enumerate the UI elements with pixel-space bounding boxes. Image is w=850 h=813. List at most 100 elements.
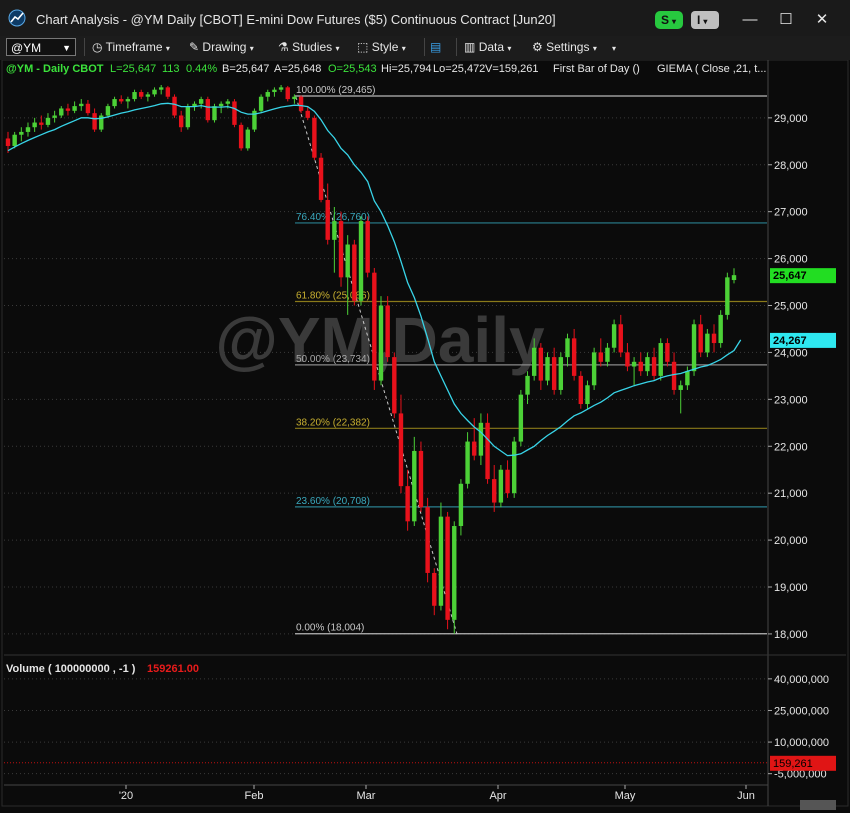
candlestick	[505, 460, 510, 498]
chart-layout-icon[interactable]: ▤	[430, 40, 442, 54]
close-button[interactable]: ✕	[815, 11, 829, 28]
candle-body	[645, 357, 650, 372]
candlestick	[392, 352, 397, 419]
candle-body	[472, 441, 477, 456]
overflow-chevron-icon[interactable]: ▾	[612, 44, 617, 53]
minimize-button[interactable]: —	[742, 11, 758, 28]
chart-area[interactable]: @YM,Daily 100.00% (29,465)76.40% (26,760…	[0, 60, 850, 813]
y-tick-label: 22,000	[774, 441, 808, 453]
x-tick-label: Jun	[737, 790, 755, 802]
candlestick	[318, 153, 324, 203]
candlestick	[665, 338, 670, 367]
candle-body	[571, 338, 577, 376]
timeframe-menu[interactable]: ◷ Timeframe ▾	[92, 40, 170, 54]
candle-body	[132, 92, 137, 100]
candlestick	[298, 95, 304, 114]
candlestick	[418, 441, 424, 512]
last-price-tag	[770, 268, 836, 284]
candlestick	[92, 108, 97, 132]
y-tick-label: 28,000	[774, 160, 808, 172]
candle-body	[119, 99, 124, 102]
candle-body	[618, 324, 623, 353]
candlestick	[178, 110, 184, 132]
candle-body	[598, 352, 603, 362]
toolbar	[0, 36, 850, 60]
drawing-menu[interactable]: ✎ Drawing ▾	[189, 40, 254, 54]
candle-body	[591, 352, 597, 386]
candlestick	[72, 101, 77, 114]
candlestick	[545, 352, 550, 386]
candlestick	[25, 122, 31, 137]
volume-value: 159261.00	[147, 663, 199, 675]
candlestick	[292, 94, 297, 104]
fib-level-label: 61.80% (25,086)	[296, 290, 370, 301]
candlestick	[718, 310, 723, 348]
candle-body	[332, 221, 337, 240]
candle-body	[238, 124, 244, 149]
candlestick	[438, 502, 444, 611]
y-tick-label: 18,000	[774, 629, 808, 641]
candle-body	[65, 108, 71, 111]
candle-body	[272, 89, 277, 93]
candle-body	[292, 96, 297, 100]
settings-menu[interactable]: ⚙ Settings ▾	[532, 40, 597, 54]
candlestick	[32, 117, 37, 132]
candlestick	[45, 113, 51, 128]
status-change: 113	[162, 63, 180, 75]
candle-body	[731, 275, 737, 281]
candle-body	[665, 343, 670, 362]
candlestick	[452, 521, 457, 634]
candlestick	[19, 127, 24, 142]
candle-body	[158, 87, 164, 90]
bar-chart-icon: ▥	[464, 40, 476, 54]
data-menu[interactable]: ▥ Data ▾	[464, 40, 512, 54]
x-tick-label: '20	[119, 790, 133, 802]
candle-body	[551, 357, 557, 390]
y-tick-label: 20,000	[774, 535, 808, 547]
candlestick	[245, 127, 250, 151]
candlestick	[571, 328, 577, 381]
candle-body	[412, 450, 417, 522]
candlestick	[152, 87, 157, 97]
gear-icon: ⚙	[532, 40, 543, 54]
candle-body	[658, 343, 663, 376]
candle-body	[531, 347, 537, 376]
app-icon	[8, 9, 26, 27]
candle-body	[85, 103, 91, 114]
candlestick	[578, 371, 584, 409]
candle-body	[198, 99, 204, 104]
symbol-selector[interactable]: @YM ▼	[6, 38, 76, 56]
candlestick	[145, 92, 151, 102]
candle-body	[718, 314, 723, 344]
candlestick	[185, 103, 191, 130]
volume-label: Volume ( 100000000 , -1 )	[6, 663, 136, 675]
volume-tick-label: 25,000,000	[774, 705, 829, 717]
candle-body	[705, 333, 710, 353]
candlestick	[658, 338, 663, 381]
window-title: Chart Analysis - @YM Daily [CBOT] E-mini…	[36, 12, 556, 27]
candle-body	[525, 375, 530, 395]
candle-body	[318, 157, 324, 200]
candle-body	[305, 110, 310, 118]
fib-level-label: 0.00% (18,004)	[296, 623, 364, 634]
maximize-button[interactable]: ☐	[779, 11, 793, 28]
fib-level-label: 76.40% (26,760)	[296, 212, 370, 223]
s-button[interactable]: S ▾	[655, 11, 683, 29]
studies-menu[interactable]: ⚗ Studies ▾	[278, 40, 340, 54]
candle-body	[152, 89, 157, 95]
candlestick	[671, 352, 677, 395]
y-tick-label: 19,000	[774, 582, 808, 594]
candle-body	[405, 486, 410, 522]
candle-body	[492, 479, 497, 503]
i-button[interactable]: I ▾	[691, 11, 719, 29]
candlestick	[285, 85, 290, 102]
scrollbar-thumb[interactable]	[800, 800, 836, 810]
fib-level-label: 100.00% (29,465)	[296, 85, 376, 96]
candlestick	[165, 85, 171, 100]
style-menu[interactable]: ⬚ Style ▾	[357, 40, 406, 54]
symbol-status: @YM - Daily CBOT	[6, 63, 104, 75]
candlestick	[398, 394, 404, 494]
candle-body	[565, 338, 570, 358]
price-chart[interactable]: @YM,Daily 100.00% (29,465)76.40% (26,760…	[0, 60, 850, 813]
candle-body	[185, 106, 191, 128]
